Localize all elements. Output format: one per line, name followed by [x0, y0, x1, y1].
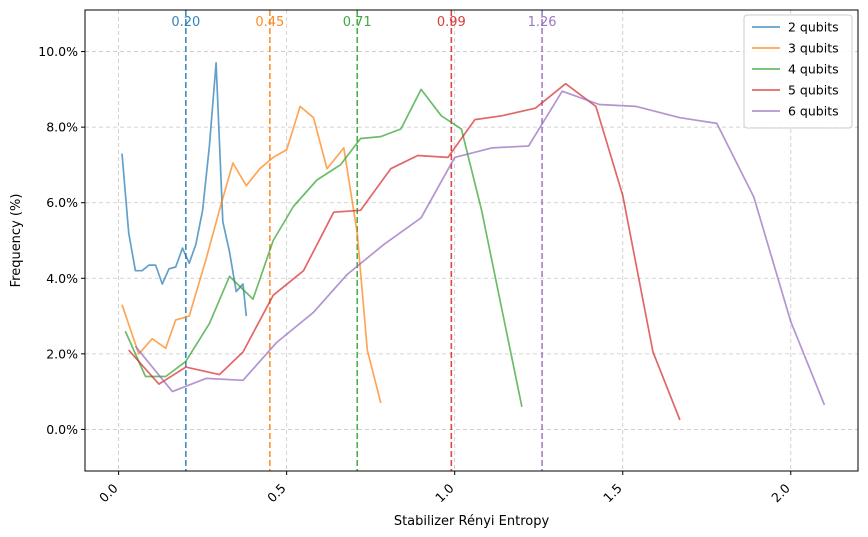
x-tick-label: 0.0: [96, 480, 121, 505]
x-tick-label: 0.5: [264, 481, 289, 506]
mean-label: 0.99: [437, 15, 466, 30]
series-line: [121, 105, 382, 404]
y-axis-title: Frequency (%): [9, 194, 24, 288]
series-line: [124, 88, 523, 407]
plot-background: [85, 10, 858, 471]
legend-label: 3 qubits: [788, 41, 839, 56]
mean-label: 0.71: [343, 15, 372, 30]
mean-label: 0.45: [255, 15, 284, 30]
legend: 2 qubits 3 qubits 4 qubits 5 qubits 6 qubits: [743, 14, 853, 129]
legend-box: [743, 14, 853, 129]
y-axis-ticks: 0.0% 2.0% 4.0% 6.0% 8.0% 10.0%: [38, 44, 85, 437]
y-tick-label: 4.0%: [46, 271, 78, 286]
legend-label: 6 qubits: [788, 104, 839, 119]
series-line: [128, 82, 681, 421]
mean-label: 1.26: [528, 15, 557, 30]
x-tick-label: 2.0: [768, 480, 793, 505]
series-line: [121, 62, 248, 317]
y-tick-label: 10.0%: [38, 44, 78, 59]
y-tick-label: 0.0%: [46, 422, 78, 437]
y-tick-label: 2.0%: [46, 346, 78, 361]
x-tick-label: 1.5: [600, 481, 625, 506]
series-lines: [121, 62, 826, 421]
plot-frame: [84, 9, 859, 472]
legend-label: 5 qubits: [788, 83, 839, 98]
series-line: [134, 90, 826, 406]
x-tick-label: 1.0: [432, 480, 457, 505]
legend-label: 2 qubits: [788, 20, 839, 35]
y-tick-label: 8.0%: [46, 120, 78, 135]
y-tick-label: 6.0%: [46, 195, 78, 210]
grid: [85, 10, 858, 471]
legend-label: 4 qubits: [788, 62, 839, 77]
x-axis-title: Stabilizer Rényi Entropy: [394, 514, 550, 529]
x-axis-ticks: 0.0 0.5 1.0 1.5 2.0: [96, 471, 793, 505]
mean-label: 0.20: [171, 15, 200, 30]
